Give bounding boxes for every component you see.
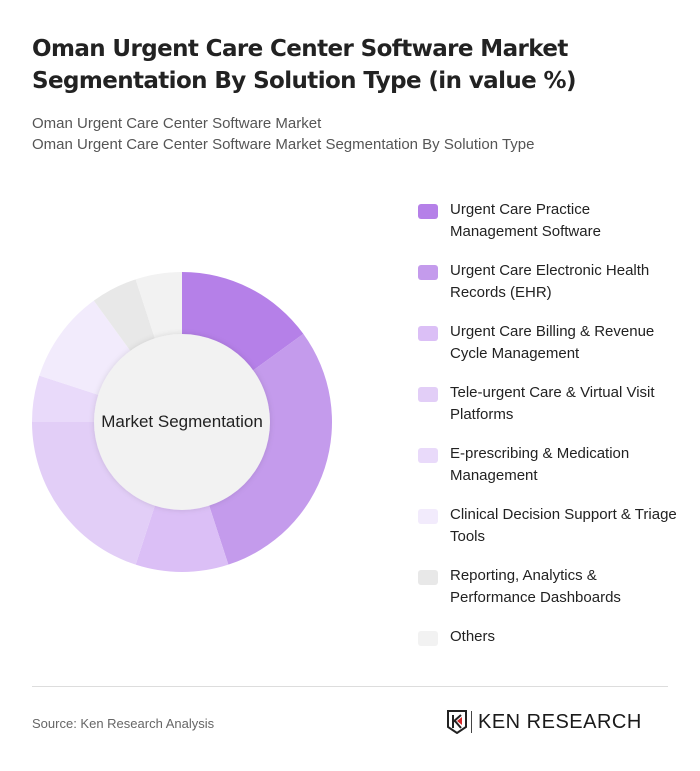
legend-label: Reporting, Analytics & Performance Dashb…	[450, 567, 621, 606]
donut-chart	[32, 272, 332, 572]
legend-label: E-prescribing & Medication Management	[450, 445, 630, 484]
legend-item: Urgent Care Billing & Revenue Cycle Mana…	[418, 321, 678, 382]
logo-text: KEN RESEARCH	[478, 710, 642, 733]
legend-label: Urgent Care Electronic Health Records (E…	[450, 262, 650, 301]
donut-center	[94, 334, 270, 510]
legend-swatch	[418, 387, 438, 402]
ken-research-logo: KEN RESEARCH	[447, 710, 642, 734]
donut-slice	[200, 333, 332, 565]
chart-title: Oman Urgent Care Center Software Market …	[32, 36, 577, 94]
legend-label: Tele-urgent Care & Virtual Visit Platfor…	[450, 384, 655, 423]
legend-swatch	[418, 509, 438, 524]
ken-logo-icon	[447, 710, 467, 734]
legend-swatch	[418, 570, 438, 585]
legend-swatch	[418, 326, 438, 341]
legend-label: Others	[450, 628, 496, 645]
legend-item: Urgent Care Electronic Health Records (E…	[418, 260, 678, 321]
legend-item: Tele-urgent Care & Virtual Visit Platfor…	[418, 382, 678, 443]
subtitle-market: Oman Urgent Care Center Software Market	[32, 115, 322, 132]
legend-item: Clinical Decision Support & Triage Tools	[418, 504, 678, 565]
legend: Urgent Care Practice Management Software…	[418, 199, 678, 687]
legend-swatch	[418, 265, 438, 280]
legend-item: Reporting, Analytics & Performance Dashb…	[418, 565, 678, 626]
subtitle-segmentation: Oman Urgent Care Center Software Market …	[32, 136, 535, 153]
legend-item: Urgent Care Practice Management Software	[418, 199, 678, 260]
legend-swatch	[418, 448, 438, 463]
subtitle: Oman Urgent Care Center Software Market …	[32, 113, 534, 155]
legend-label: Clinical Decision Support & Triage Tools	[450, 506, 677, 545]
legend-label: Urgent Care Billing & Revenue Cycle Mana…	[450, 323, 655, 362]
legend-swatch	[418, 631, 438, 646]
footer-divider	[32, 686, 668, 687]
legend-swatch	[418, 204, 438, 219]
source-text: Source: Ken Research Analysis	[32, 716, 215, 731]
legend-label: Urgent Care Practice Management Software	[450, 201, 601, 240]
logo-separator	[471, 711, 472, 733]
legend-item: Others	[418, 626, 678, 687]
legend-item: E-prescribing & Medication Management	[418, 443, 678, 504]
